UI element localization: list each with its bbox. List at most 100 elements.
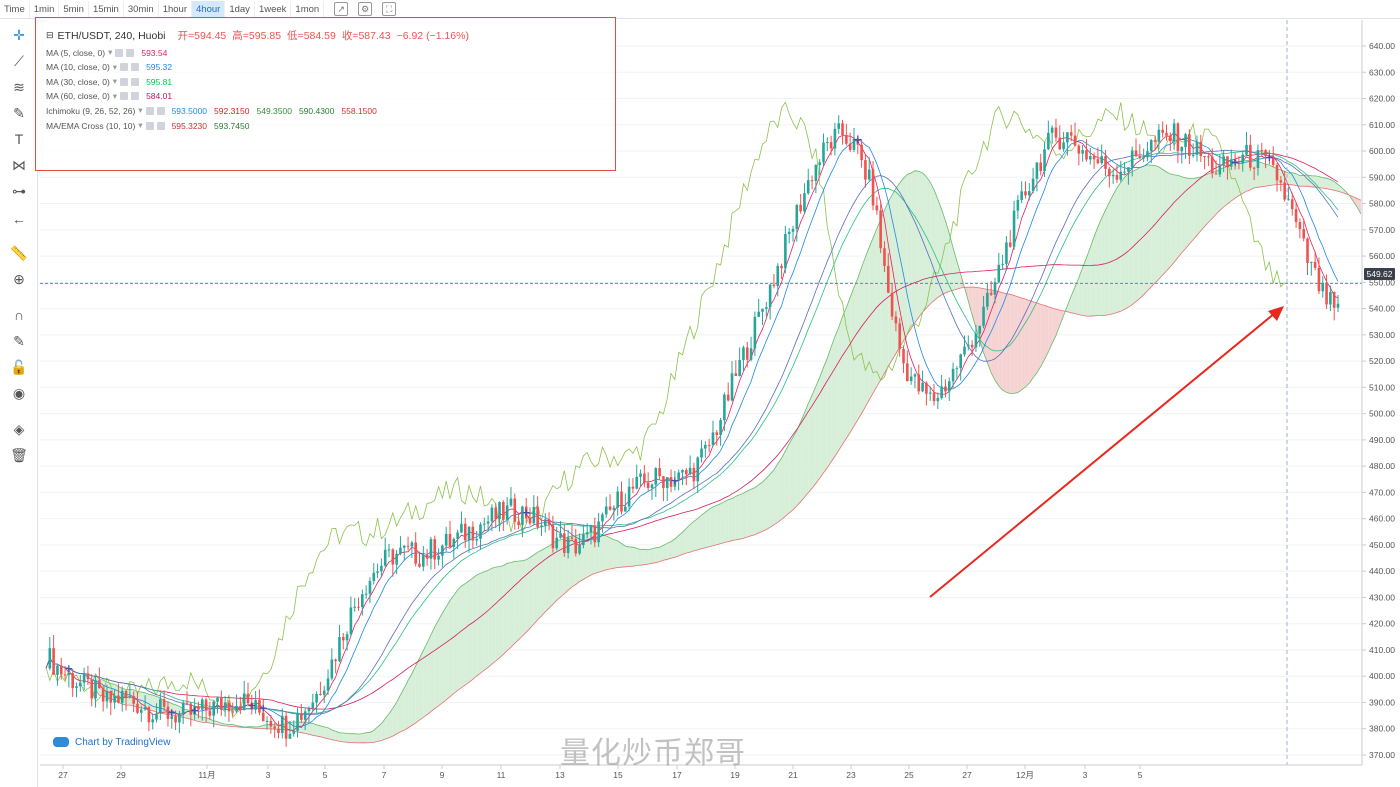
cloud-segment (1021, 297, 1026, 390)
candle-body (387, 549, 391, 551)
timeframe-1week[interactable]: 1week (255, 0, 292, 18)
dropdown-icon[interactable]: ▾ (112, 90, 118, 101)
cloud-segment (556, 539, 561, 601)
cloud-segment (510, 561, 515, 648)
cloud-segment (693, 518, 698, 551)
cloud-segment (808, 395, 813, 493)
timeframe-15min[interactable]: 15min (89, 0, 124, 18)
candle-body (688, 467, 692, 475)
cloud-segment (667, 541, 672, 560)
eye-icon[interactable]: ◉ (12, 385, 26, 401)
time-axis[interactable]: 27 29 11月 3 5 7 9 11 13 15 17 19 21 23 25 27 12月 3 5 (40, 764, 1362, 780)
candle-body (845, 135, 848, 144)
settings-toggle-icon[interactable] (120, 63, 129, 72)
settings-toggle-icon[interactable] (115, 48, 124, 57)
timeframe-1min[interactable]: 1min (30, 0, 60, 18)
cloud-segment (1109, 194, 1114, 315)
cloud-segment (354, 733, 359, 743)
candle-body (1287, 199, 1290, 201)
text-icon[interactable]: T (14, 131, 24, 147)
cloud-segment (507, 562, 511, 651)
cloud-segment (1181, 176, 1186, 253)
cloud-segment (442, 606, 447, 703)
layers-icon[interactable]: ◈ (13, 421, 25, 437)
timeframe-5min[interactable]: 5min (59, 0, 89, 18)
indicator-value: 584.01 (146, 91, 173, 102)
dropdown-icon[interactable]: ▾ (108, 47, 113, 57)
settings-toggle-icon[interactable] (145, 106, 154, 115)
crosshair-icon[interactable]: ✛ (13, 27, 25, 43)
timeframe-1hour[interactable]: 1hour (159, 0, 193, 18)
dropdown-icon[interactable]: ▾ (138, 105, 143, 116)
settings-toggle-icon[interactable] (145, 121, 154, 130)
candle-body (616, 491, 619, 508)
ruler-icon[interactable]: 📏 (10, 245, 28, 261)
price-tick-label: 390.00 (1369, 697, 1395, 707)
candle-body (1275, 164, 1279, 181)
trash-icon[interactable]: 🗑 (10, 447, 28, 463)
fib-icon[interactable]: ≋ (13, 79, 25, 95)
settings-toggle-icon[interactable] (120, 92, 129, 101)
remove-icon[interactable] (131, 92, 140, 101)
cloud-segment (846, 297, 851, 439)
measure-icon[interactable]: ⊶ (12, 183, 26, 199)
cloud-segment (735, 494, 740, 540)
cloud-segment (495, 566, 500, 661)
trendline-icon[interactable]: ⟋ (14, 53, 24, 69)
candle-body (909, 376, 913, 382)
candle-body (1298, 222, 1302, 229)
brush-icon[interactable]: ✎ (13, 105, 25, 121)
cloud-segment (613, 539, 618, 569)
zoom-in-icon[interactable]: ⊕ (13, 271, 25, 287)
candle-body (1134, 150, 1138, 157)
close-value: 587.43 (358, 29, 391, 42)
candle-body (730, 373, 734, 401)
settings-icon[interactable]: ⚙ (358, 2, 373, 16)
timeframe-4hour[interactable]: 4hour (192, 0, 226, 18)
candle-body (822, 142, 825, 163)
timeframe-1day[interactable]: 1day (225, 0, 255, 18)
remove-icon[interactable] (156, 121, 165, 130)
dropdown-icon[interactable]: ▾ (112, 76, 118, 87)
pattern-icon[interactable]: ⋈ (12, 157, 26, 173)
timeframe-time[interactable]: Time (0, 0, 30, 18)
candle-body (1088, 156, 1092, 160)
timeframe-30min[interactable]: 30min (124, 0, 159, 18)
candle-body (1260, 149, 1264, 151)
candle-body (898, 323, 902, 349)
candle-body (749, 348, 753, 360)
unlock-icon[interactable]: 🔓 (10, 359, 28, 375)
candle-body (402, 545, 406, 548)
tradingview-brand[interactable]: Chart by TradingView (47, 731, 177, 753)
cloud-segment (926, 176, 931, 309)
price-tick-label: 500.00 (1369, 409, 1395, 419)
dropdown-icon[interactable]: ▾ (112, 61, 118, 72)
lock-drawings-icon[interactable]: ✎ (13, 333, 25, 349)
settings-toggle-icon[interactable] (120, 77, 129, 86)
annotation-arrow-line (929, 312, 1276, 598)
price-tick-label: 540.00 (1369, 304, 1395, 314)
cloud-segment (697, 515, 702, 550)
back-arrow-icon[interactable]: ← (12, 211, 26, 227)
candle-body (197, 706, 200, 710)
price-axis[interactable]: 370.00 380.00 390.00 400.00 410.00 420.00 430.… (1361, 20, 1395, 765)
candle-body (692, 467, 696, 482)
candle-body (418, 563, 421, 567)
high-value: 595.85 (248, 29, 282, 42)
remove-icon[interactable] (126, 48, 135, 57)
dropdown-icon[interactable]: ▾ (138, 120, 143, 130)
candle-body (597, 521, 600, 543)
remove-icon[interactable] (156, 106, 165, 115)
chart-type-icon[interactable]: ↗ (334, 2, 349, 16)
senkou-span-a-line (91, 159, 1362, 735)
collapse-icon[interactable]: ⊟ (46, 30, 54, 40)
chikou-span-line (45, 101, 1285, 719)
fullscreen-icon[interactable]: ⛶ (382, 2, 397, 16)
remove-icon[interactable] (131, 63, 140, 72)
magnet-icon[interactable]: ∩ (13, 307, 25, 323)
timeframe-1mon[interactable]: 1mon (291, 0, 325, 18)
candle-body (818, 162, 821, 166)
remove-icon[interactable] (131, 77, 140, 86)
cloud-segment (1090, 236, 1095, 317)
